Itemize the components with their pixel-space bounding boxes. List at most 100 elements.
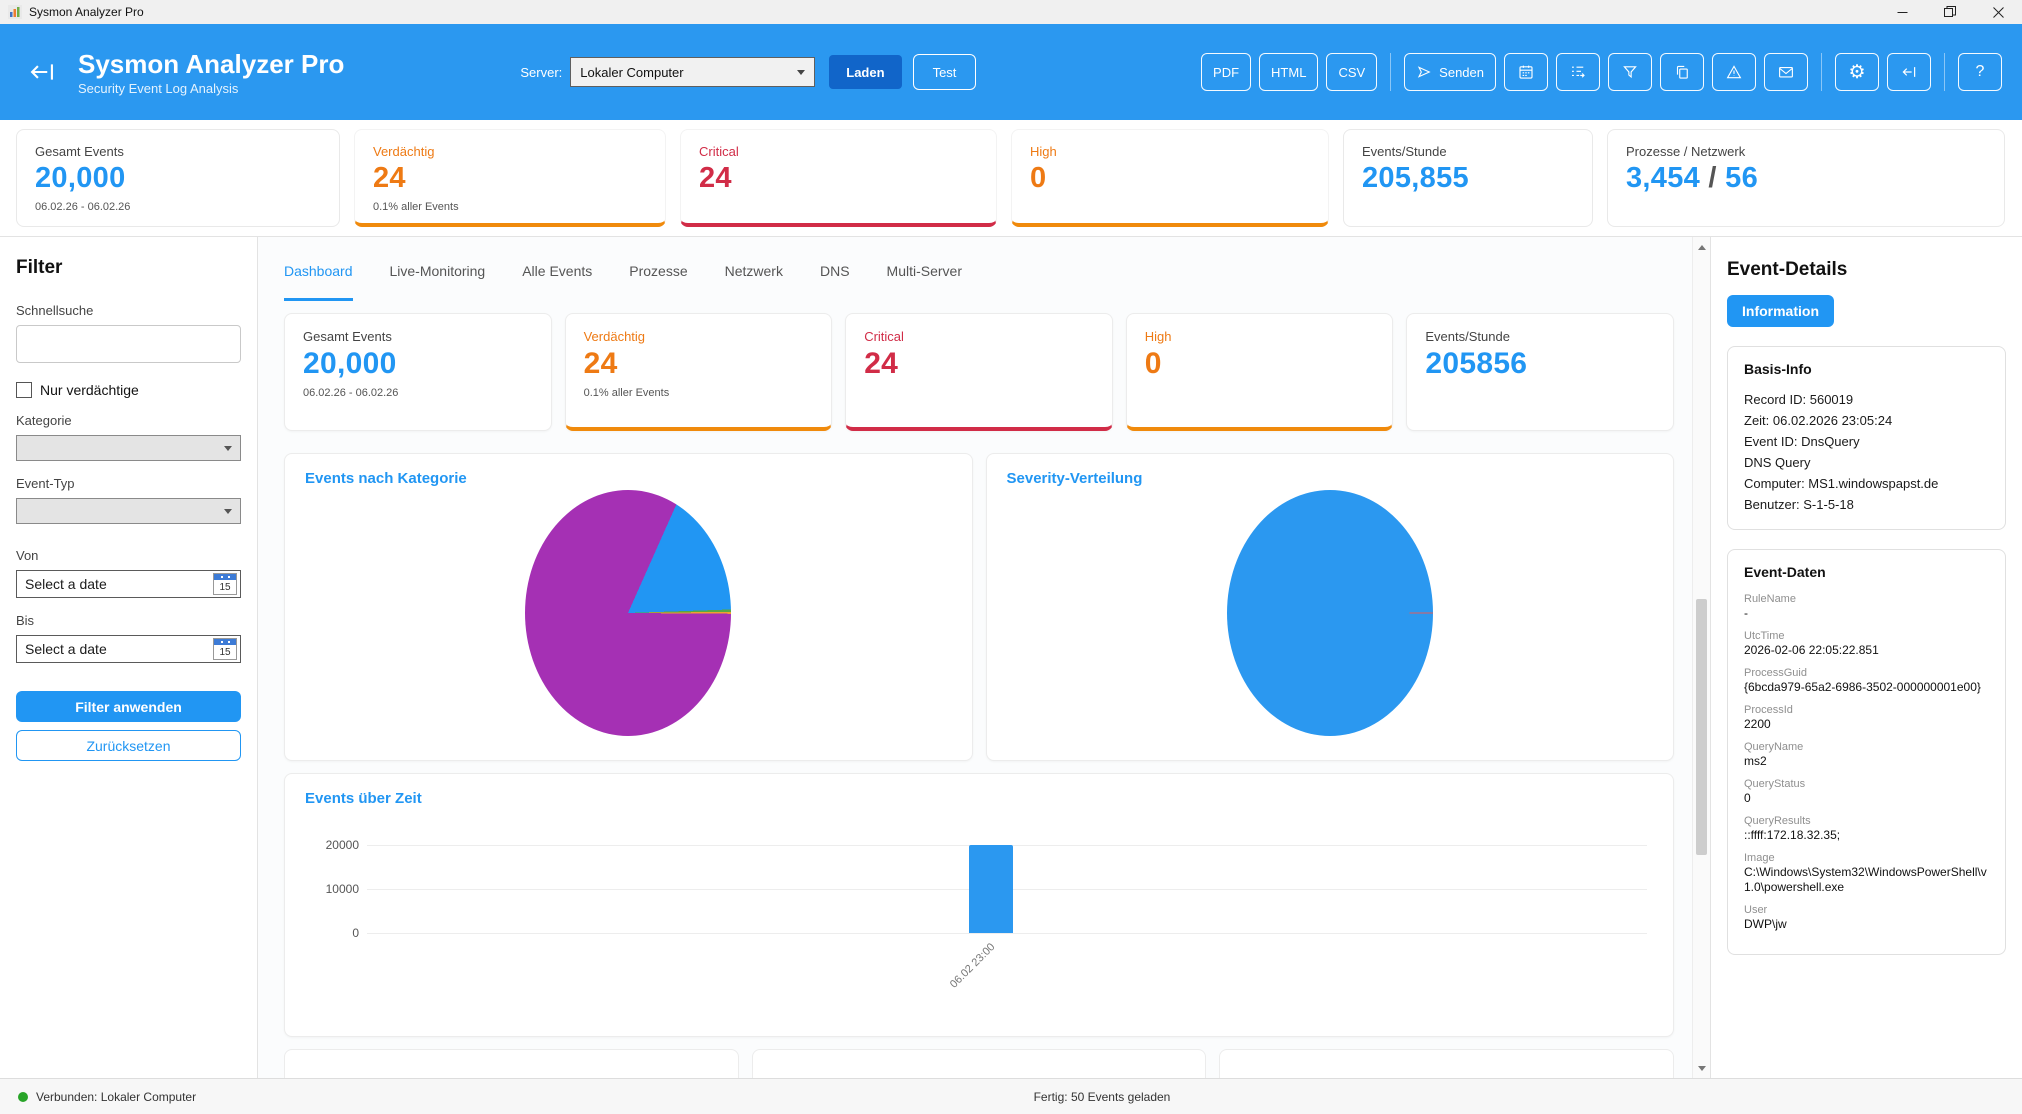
status-bar: Verbunden: Lokaler Computer Fertig: 50 E… (0, 1078, 2022, 1114)
filter-button[interactable] (1608, 53, 1652, 91)
category-select[interactable] (16, 435, 241, 461)
dash-card-verdaechtig: Verdächtig 24 0.1% aller Events (564, 313, 833, 431)
export-html-button[interactable]: HTML (1259, 53, 1319, 91)
category-label: Kategorie (16, 413, 72, 428)
filter-title: Filter (16, 257, 63, 278)
main-content: Dashboard Live-Monitoring Alle Events Pr… (258, 237, 1692, 1078)
help-button[interactable]: ? (1958, 53, 2002, 91)
event-details-title: Event-Details (1727, 259, 1848, 280)
tab-prozesse[interactable]: Prozesse (629, 263, 688, 279)
event-type-select[interactable] (16, 498, 241, 524)
chevron-down-icon (224, 445, 232, 451)
pie-chart-severity-verteilung (1226, 490, 1433, 736)
y-tick: 10000 (325, 882, 359, 896)
apply-filter-button[interactable]: Filter anwenden (16, 691, 241, 722)
settings-button[interactable]: ⚙ (1835, 53, 1879, 91)
help-icon: ? (1975, 63, 1985, 80)
calendar-button[interactable] (1504, 53, 1548, 91)
separator (1944, 53, 1945, 91)
checkbox-label: Nur verdächtige (40, 382, 139, 398)
checkbox-unchecked-icon[interactable] (16, 382, 32, 398)
from-date-picker[interactable]: Select a date 15 (16, 570, 241, 598)
server-select[interactable]: Lokaler Computer (570, 57, 816, 87)
basis-info-card: Basis-Info Record ID: 560019 Zeit: 06.02… (1727, 346, 2006, 530)
warning-button[interactable] (1712, 53, 1756, 91)
basis-line: Computer: MS1.windowspapst.de (1744, 476, 1939, 491)
stat-value: 20,000 (35, 162, 126, 194)
date-placeholder: Select a date (25, 641, 107, 657)
arrow-left-to-bar-icon (27, 58, 57, 86)
stat-label: Critical (699, 144, 739, 159)
event-field: QueryResults::ffff:172.18.32.35; (1744, 815, 1841, 842)
stat-value: 0 (1030, 162, 1047, 194)
copy-button[interactable] (1660, 53, 1704, 91)
mail-button[interactable] (1764, 53, 1808, 91)
to-label: Bis (16, 613, 35, 628)
event-field: RuleName - (1744, 593, 1796, 620)
from-label: Von (16, 548, 39, 563)
send-button[interactable]: Senden (1404, 53, 1496, 91)
scrollbar-thumb[interactable] (1696, 598, 1707, 856)
only-suspicious-checkbox-row[interactable]: Nur verdächtige (16, 382, 241, 398)
mail-icon (1777, 63, 1795, 81)
reset-filter-button[interactable]: Zurücksetzen (16, 730, 241, 761)
restore-button[interactable] (1926, 0, 1974, 24)
partial-card (284, 1049, 739, 1078)
basis-line: Zeit: 06.02.2026 23:05:24 (1744, 413, 1893, 428)
quick-search-input[interactable] (16, 325, 241, 363)
information-badge[interactable]: Information (1727, 295, 1834, 327)
dash-card-high: High 0 (1125, 313, 1394, 431)
basis-line: Record ID: 560019 (1744, 392, 1854, 407)
tab-bar: Dashboard Live-Monitoring Alle Events Pr… (258, 237, 1692, 301)
return-button[interactable] (1887, 53, 1931, 91)
minimize-button[interactable] (1878, 0, 1926, 24)
app-icon (8, 5, 22, 19)
event-field: User DWP\jw (1744, 904, 1787, 931)
dashboard-stats-row: Gesamt Events 20,000 06.02.26 - 06.02.26… (284, 313, 1674, 431)
back-button[interactable] (20, 50, 64, 94)
bar (968, 845, 1013, 933)
stat-card-critical: Critical 24 (680, 129, 997, 227)
load-button[interactable]: Laden (829, 55, 902, 89)
app-subtitle: Security Event Log Analysis (78, 80, 239, 96)
vertical-scrollbar[interactable] (1692, 237, 1710, 1078)
chart-card-severity-verteilung: Severity-Verteilung (985, 453, 1674, 761)
tab-alle-events[interactable]: Alle Events (522, 263, 593, 279)
test-button[interactable]: Test (912, 54, 977, 90)
stat-value: 205,855 (1362, 162, 1469, 194)
stat-label: Verdächtig (373, 144, 435, 159)
event-daten-title: Event-Daten (1744, 564, 1826, 580)
event-field: ProcessGuid {6bcda979-65a2-6986-3502-0000… (1744, 667, 1981, 694)
separator (1390, 53, 1392, 91)
partial-cards-row (284, 1049, 1675, 1078)
task-list-button[interactable] (1556, 53, 1600, 91)
app-header: Sysmon Analyzer Pro Security Event Log A… (0, 24, 2022, 120)
scroll-down-arrow[interactable] (1693, 1060, 1710, 1076)
close-button[interactable] (1974, 0, 2022, 24)
dashboard-scroll-area: Gesamt Events 20,000 06.02.26 - 06.02.26… (258, 301, 1692, 1078)
stat-card-gesamt-events: Gesamt Events 20,000 06.02.26 - 06.02.26 (16, 129, 340, 227)
stat-sub: 06.02.26 - 06.02.26 (35, 201, 131, 213)
to-date-picker[interactable]: Select a date 15 (16, 635, 241, 663)
calendar-picker-icon[interactable]: 15 (213, 573, 237, 595)
stat-label: High (1030, 144, 1057, 159)
chart-title: Severity-Verteilung (1006, 470, 1143, 487)
stat-value: 24 (699, 162, 732, 194)
export-csv-button[interactable]: CSV (1326, 53, 1378, 91)
basis-line: Benutzer: S-1-5-18 (1744, 497, 1854, 512)
tab-live-monitoring[interactable]: Live-Monitoring (389, 263, 486, 279)
tab-dashboard[interactable]: Dashboard (284, 263, 353, 301)
tab-dns[interactable]: DNS (819, 263, 850, 279)
stat-value: 24 (373, 162, 406, 194)
export-pdf-button[interactable]: PDF (1201, 53, 1252, 91)
stat-sub: 0.1% aller Events (373, 201, 459, 213)
tab-multi-server[interactable]: Multi-Server (886, 263, 963, 279)
event-details-panel: Event-Details Information Basis-Info Rec… (1710, 237, 2022, 1078)
event-field: Image C:\Windows\System32\WindowsPowerShe… (1744, 852, 1987, 894)
pie-charts-row: Events nach Kategorie Severity-Verteilun… (284, 453, 1674, 761)
tab-netzwerk[interactable]: Netzwerk (724, 263, 783, 279)
calendar-picker-icon[interactable]: 15 (213, 638, 237, 660)
chart-title: Events über Zeit (305, 790, 422, 807)
event-field: QueryName ms2 (1744, 741, 1804, 768)
scroll-up-arrow[interactable] (1693, 239, 1710, 255)
